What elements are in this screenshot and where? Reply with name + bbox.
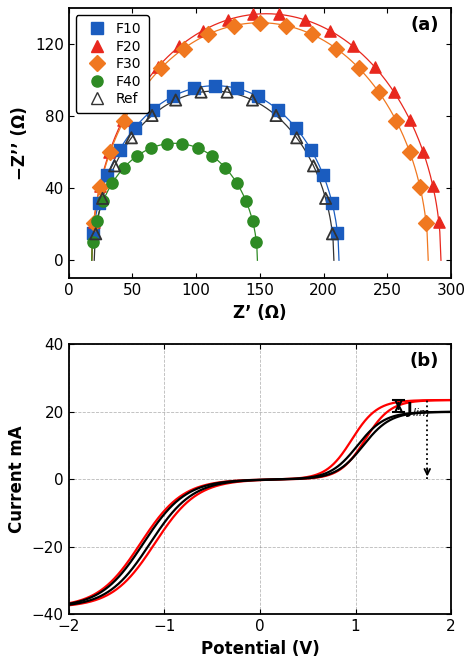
Point bbox=[310, 161, 317, 171]
Point bbox=[135, 87, 143, 97]
Point bbox=[90, 228, 97, 238]
Point bbox=[111, 161, 118, 171]
Point bbox=[180, 43, 187, 54]
Point bbox=[119, 115, 127, 126]
Point bbox=[194, 143, 201, 153]
Point bbox=[328, 228, 336, 239]
Point bbox=[275, 9, 283, 20]
X-axis label: Z’ (Ω): Z’ (Ω) bbox=[233, 304, 287, 322]
Point bbox=[230, 21, 237, 31]
Point bbox=[137, 87, 145, 98]
Point bbox=[233, 83, 241, 94]
Point bbox=[419, 147, 427, 157]
Point bbox=[120, 115, 128, 126]
Point bbox=[131, 122, 139, 133]
Point bbox=[163, 139, 171, 149]
Point bbox=[96, 180, 104, 191]
Point bbox=[106, 147, 113, 157]
Point bbox=[249, 215, 256, 226]
Point bbox=[334, 228, 341, 238]
Text: (a): (a) bbox=[410, 17, 438, 35]
Point bbox=[283, 21, 290, 31]
Point bbox=[328, 198, 336, 208]
Point bbox=[233, 178, 240, 188]
Point bbox=[100, 195, 107, 206]
Point bbox=[274, 105, 282, 115]
Point bbox=[92, 228, 100, 239]
Point bbox=[390, 87, 398, 97]
Y-axis label: Current mA: Current mA bbox=[9, 426, 27, 533]
Point bbox=[249, 9, 257, 20]
Point bbox=[435, 216, 443, 227]
Point bbox=[148, 110, 156, 121]
Point bbox=[99, 193, 106, 204]
Point bbox=[147, 143, 155, 153]
Point bbox=[319, 170, 327, 180]
Point bbox=[169, 91, 176, 102]
Point bbox=[149, 105, 156, 115]
Point bbox=[307, 145, 315, 155]
Point bbox=[322, 193, 329, 204]
Point bbox=[190, 83, 197, 94]
X-axis label: Potential (V): Potential (V) bbox=[201, 639, 319, 657]
Point bbox=[308, 29, 316, 40]
Point bbox=[333, 43, 340, 54]
Point bbox=[109, 178, 116, 188]
Point bbox=[211, 81, 219, 91]
Text: (b): (b) bbox=[410, 352, 439, 370]
Point bbox=[375, 87, 383, 98]
Point bbox=[209, 151, 216, 161]
Point bbox=[157, 63, 165, 73]
Point bbox=[429, 180, 437, 191]
Point bbox=[154, 62, 162, 73]
Y-axis label: −Z’’ (Ω): −Z’’ (Ω) bbox=[11, 107, 29, 180]
Point bbox=[249, 95, 256, 105]
Point bbox=[355, 63, 363, 73]
Point bbox=[301, 15, 309, 25]
Point bbox=[349, 41, 357, 52]
Point bbox=[253, 236, 260, 247]
Point bbox=[89, 236, 97, 247]
Point bbox=[197, 87, 205, 97]
Point bbox=[106, 147, 114, 158]
Point bbox=[406, 115, 414, 126]
Legend: F10, F20, F30, F40, Ref: F10, F20, F30, F40, Ref bbox=[76, 15, 148, 113]
Point bbox=[422, 218, 430, 228]
Point bbox=[179, 139, 186, 149]
Point bbox=[176, 41, 183, 52]
Point bbox=[128, 133, 135, 143]
Point bbox=[204, 29, 212, 40]
Point bbox=[416, 182, 424, 192]
Point bbox=[199, 25, 207, 36]
Point bbox=[90, 218, 98, 228]
Point bbox=[292, 122, 300, 133]
Text: J$_{lim}$: J$_{lim}$ bbox=[406, 400, 430, 419]
Point bbox=[293, 133, 301, 143]
Point bbox=[406, 147, 414, 158]
Point bbox=[95, 198, 102, 208]
Point bbox=[223, 87, 231, 97]
Point bbox=[133, 151, 141, 161]
Point bbox=[224, 15, 231, 25]
Point bbox=[272, 110, 280, 121]
Point bbox=[90, 216, 98, 227]
Point bbox=[96, 182, 104, 192]
Point bbox=[120, 163, 128, 173]
Point bbox=[371, 62, 379, 73]
Point bbox=[116, 145, 124, 155]
Point bbox=[392, 115, 400, 126]
Point bbox=[221, 163, 229, 173]
Point bbox=[93, 215, 100, 226]
Point bbox=[255, 91, 262, 102]
Point bbox=[256, 17, 264, 28]
Point bbox=[242, 195, 250, 206]
Point bbox=[104, 170, 111, 180]
Point bbox=[326, 25, 334, 36]
Point bbox=[172, 95, 180, 105]
